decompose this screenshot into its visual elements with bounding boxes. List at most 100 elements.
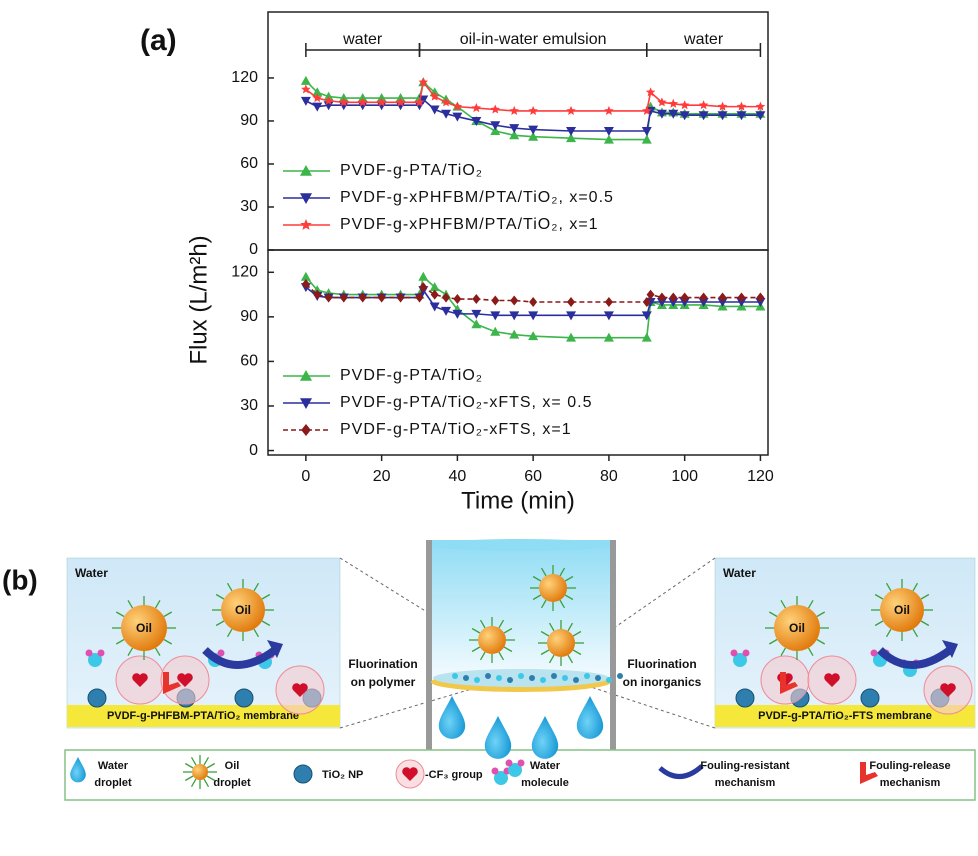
release-sign — [860, 762, 878, 784]
marker — [396, 292, 405, 303]
marker — [471, 319, 482, 329]
marker — [668, 98, 679, 108]
x-tick-label: 40 — [448, 468, 466, 485]
marker — [718, 292, 727, 303]
zoom-line — [584, 684, 716, 729]
x-tick-label: 120 — [747, 468, 774, 485]
oil-chain — [261, 620, 271, 627]
oil-droplet — [774, 605, 820, 651]
marker — [414, 97, 425, 107]
marker — [339, 97, 349, 107]
marker — [441, 109, 452, 119]
oil-chain — [503, 646, 513, 653]
h-atom — [505, 759, 513, 767]
marker — [528, 105, 538, 115]
cf3-heart — [132, 673, 148, 687]
oil-chain — [184, 762, 194, 769]
annotation: water — [342, 31, 383, 48]
marker — [680, 292, 689, 303]
marker — [300, 398, 312, 409]
annotation: oil-in-water emulsion — [460, 31, 607, 48]
particle — [463, 675, 469, 681]
x-tick-label: 20 — [373, 468, 391, 485]
marker — [603, 311, 614, 321]
oil-chain — [572, 630, 582, 637]
release-sign — [163, 672, 181, 694]
medium-label: Water — [723, 566, 756, 580]
legend-label: Water — [98, 760, 129, 772]
marker — [566, 105, 576, 115]
oil-chain — [874, 620, 884, 627]
marker — [509, 105, 519, 115]
marker — [313, 289, 322, 300]
marker — [357, 97, 368, 107]
water-droplet — [576, 696, 604, 739]
marker — [657, 292, 666, 303]
marker — [414, 101, 425, 111]
note: on inorganics — [623, 675, 702, 689]
marker — [376, 97, 387, 107]
marker — [300, 165, 312, 176]
oil-chain — [780, 647, 787, 657]
oil-chain — [154, 647, 161, 657]
marker — [603, 134, 614, 144]
marker — [429, 105, 440, 115]
oil-chain — [479, 651, 486, 661]
marker — [471, 309, 482, 319]
medium-label: Water — [75, 566, 108, 580]
h-atom — [491, 767, 499, 775]
marker — [395, 97, 406, 107]
marker — [429, 302, 440, 312]
y-axis-label: Flux (L/m²h) — [185, 235, 212, 364]
oil-chain — [768, 638, 778, 645]
oil-chain — [912, 628, 919, 638]
plot-frame — [267, 249, 769, 456]
oil-chain — [226, 582, 233, 592]
particle — [551, 673, 557, 679]
legend-label: Oil — [225, 760, 240, 772]
marker — [429, 91, 440, 101]
resist-arrow-head — [942, 640, 958, 658]
oil-chain — [154, 599, 161, 609]
particle — [595, 675, 601, 681]
oil-chain — [190, 778, 197, 788]
oil-chain — [548, 654, 555, 664]
h-atom — [85, 649, 93, 657]
x-tick-label: 80 — [600, 468, 618, 485]
membrane-bar — [67, 705, 340, 727]
resist-arrow — [877, 646, 953, 669]
oil-chain — [206, 775, 216, 782]
legend-label: Fouling-resistant — [700, 760, 790, 772]
y-tick-label: 30 — [240, 397, 258, 414]
particle — [573, 677, 579, 683]
cf3-heart — [402, 767, 418, 781]
marker — [429, 282, 440, 292]
marker — [300, 96, 311, 106]
marker — [566, 311, 577, 321]
marker — [528, 125, 539, 135]
marker — [418, 77, 429, 87]
oil-droplet — [221, 588, 265, 632]
oil-chain — [203, 778, 210, 788]
marker — [566, 127, 577, 136]
oil-chain — [807, 599, 814, 609]
oil-chain — [768, 611, 778, 618]
marker — [698, 111, 709, 121]
marker — [312, 93, 322, 103]
marker — [510, 295, 519, 306]
marker — [604, 296, 613, 307]
oil-chain — [206, 762, 216, 769]
marker — [471, 103, 482, 113]
marker — [415, 292, 424, 303]
oil-chain — [498, 619, 505, 629]
membrane-label: PVDF-g-PTA/TiO₂-FTS membrane — [758, 710, 932, 722]
oil-chain — [215, 620, 225, 627]
marker — [737, 292, 746, 303]
particle — [562, 675, 568, 681]
legend-label: PVDF-g-xPHFBM/PTA/TiO₂, x=1 — [340, 216, 599, 233]
h-atom — [97, 649, 105, 657]
oil-chain — [807, 647, 814, 657]
particle — [518, 673, 524, 679]
legend-label: mechanism — [880, 777, 941, 789]
y-tick-label: 120 — [231, 264, 258, 281]
